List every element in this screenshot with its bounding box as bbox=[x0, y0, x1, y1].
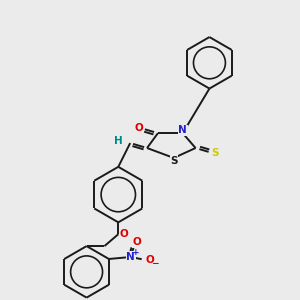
Text: N: N bbox=[178, 125, 187, 135]
Text: O: O bbox=[135, 123, 143, 133]
Text: +: + bbox=[132, 248, 140, 256]
Text: O: O bbox=[120, 229, 129, 239]
Text: S: S bbox=[170, 156, 178, 166]
Text: S: S bbox=[212, 148, 219, 158]
Text: H: H bbox=[115, 136, 123, 146]
Text: −: − bbox=[151, 260, 158, 268]
Text: O: O bbox=[132, 237, 141, 247]
Text: N: N bbox=[126, 252, 135, 262]
Text: O: O bbox=[145, 255, 154, 265]
